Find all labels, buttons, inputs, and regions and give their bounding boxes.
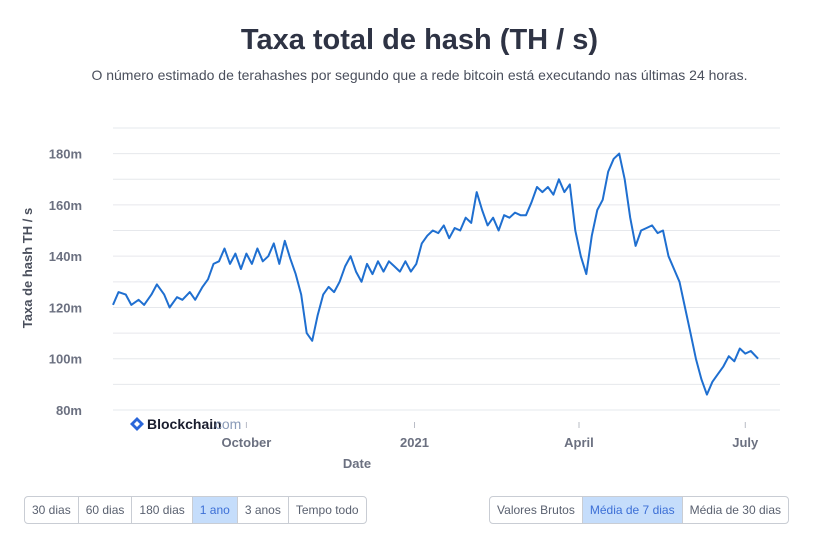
average-button-1[interactable]: Média de 7 dias xyxy=(582,497,683,523)
x-tick-label: 2021 xyxy=(400,435,429,450)
x-tick-label: July xyxy=(732,435,759,450)
range-button-0[interactable]: 30 dias xyxy=(25,497,79,523)
range-button-4[interactable]: 3 anos xyxy=(238,497,289,523)
x-axis-label: Date xyxy=(343,456,371,471)
y-tick-label: 120m xyxy=(49,300,82,315)
y-tick-label: 140m xyxy=(49,249,82,264)
average-button-group: Valores Brutos Média de 7 dias Média de 30… xyxy=(489,496,789,524)
watermark-brand: Blockchain xyxy=(147,416,222,432)
blockchain-logo-icon xyxy=(130,417,144,431)
page-title: Taxa total de hash (TH / s) xyxy=(240,24,599,56)
x-tick-label: October xyxy=(221,435,271,450)
page-subtitle: O número estimado de terahashes por segu… xyxy=(91,67,748,83)
x-tick-label: April xyxy=(564,435,594,450)
watermark-suffix: .com xyxy=(211,416,241,432)
y-tick-label: 100m xyxy=(49,352,82,367)
range-button-3[interactable]: 1 ano xyxy=(192,497,238,523)
x-axis-ticks: October 2021 April July xyxy=(221,422,759,450)
series-layer xyxy=(112,152,759,396)
hash-rate-line xyxy=(112,152,759,396)
y-axis-ticks: 80m 100m 120m 140m 160m 180m xyxy=(49,147,82,418)
y-axis-label: Taxa de hash TH / s xyxy=(20,208,35,328)
time-range-button-group: 30 dias 60 dias 180 dias 1 ano 3 anos Tempo t… xyxy=(24,496,367,524)
y-tick-label: 160m xyxy=(49,198,82,213)
range-button-2[interactable]: 180 dias xyxy=(132,497,193,523)
y-tick-label: 80m xyxy=(56,403,82,418)
range-button-1[interactable]: 60 dias xyxy=(79,497,133,523)
grid-layer xyxy=(113,127,780,411)
y-tick-label: 180m xyxy=(49,147,82,162)
hash-rate-chart: 80m 100m 120m 140m 160m 180m October 2021 April… xyxy=(20,127,780,471)
range-button-5[interactable]: Tempo todo xyxy=(295,503,359,517)
average-button-0[interactable]: Valores Brutos xyxy=(490,497,583,523)
blockchain-watermark: Blockchain .com xyxy=(130,416,241,432)
average-button-2[interactable]: Média de 30 dias xyxy=(689,503,781,517)
